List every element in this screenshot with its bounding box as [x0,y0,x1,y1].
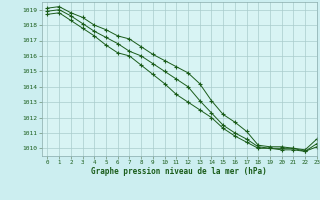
X-axis label: Graphe pression niveau de la mer (hPa): Graphe pression niveau de la mer (hPa) [91,167,267,176]
